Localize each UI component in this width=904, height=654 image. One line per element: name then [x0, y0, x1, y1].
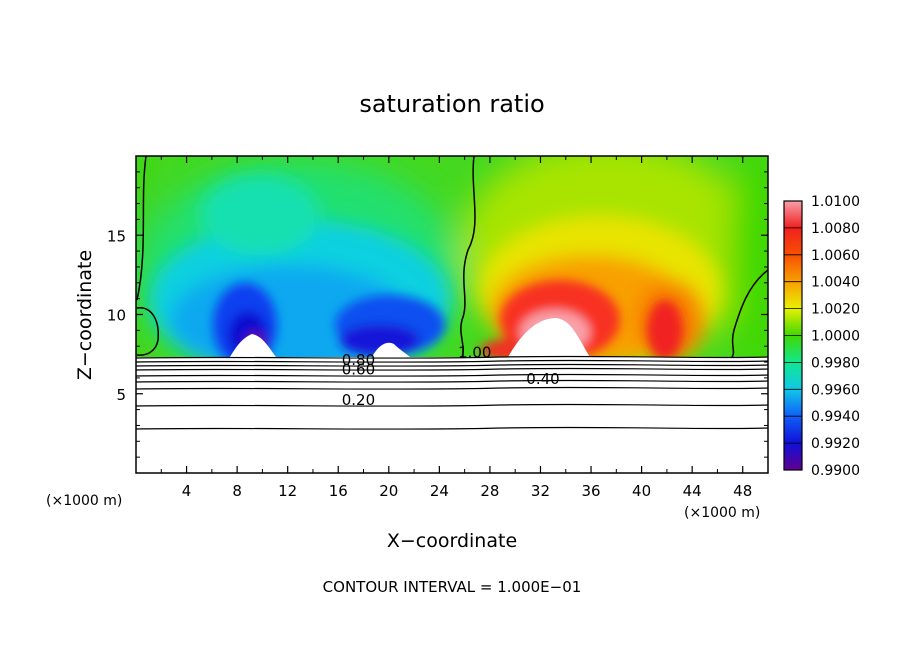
- x-tick-label: 48: [733, 482, 752, 500]
- heatmap-field: [136, 156, 768, 357]
- x-tick-label: 4: [182, 482, 192, 500]
- contour-line: [135, 367, 769, 371]
- white-patch-right: [508, 318, 590, 357]
- chart-title: saturation ratio: [359, 90, 544, 118]
- y-tick-label: 5: [116, 386, 126, 404]
- contour-line: [135, 426, 769, 430]
- contour-line: [135, 373, 769, 377]
- contour-interval-note: CONTOUR INTERVAL = 1.000E−01: [323, 578, 582, 596]
- contour-line: [135, 359, 769, 363]
- y-tick-label: 15: [107, 227, 126, 245]
- x-tick-label: 40: [632, 482, 651, 500]
- contour-1-00-left-loop: [136, 307, 159, 356]
- colorbar-label: 1.0060: [811, 248, 860, 264]
- y-tick-label: 10: [107, 307, 126, 325]
- y-axis-ticks: 5 10 15: [107, 171, 768, 458]
- contour-1-00-left: [136, 156, 147, 301]
- x-tick-label: 8: [232, 482, 242, 500]
- deep-blue-mid: [340, 324, 420, 356]
- x-tick-label: 32: [531, 482, 550, 500]
- colorbar-label: 0.9920: [811, 436, 860, 452]
- y-axis-label: Z−coordinate: [74, 250, 96, 380]
- x-tick-label: 24: [430, 482, 449, 500]
- colorbar-labels: 1.0100 1.0080 1.0060 1.0040 1.0020 1.0000 0.99…: [784, 194, 860, 479]
- white-patch-left: [230, 334, 276, 357]
- x-tick-label: 16: [329, 482, 348, 500]
- x-unit-left: (×1000 m): [46, 493, 122, 509]
- contour-line: [135, 379, 769, 383]
- colorbar-label: 0.9940: [811, 409, 860, 425]
- terrain-contours: [135, 355, 769, 430]
- x-tick-label: 28: [480, 482, 499, 500]
- colorbar-label: 1.0040: [811, 275, 860, 291]
- colorbar: 1.0100 1.0080 1.0060 1.0040 1.0020 1.0000 0.99…: [783, 194, 860, 479]
- colorbar-label: 1.0000: [811, 329, 860, 345]
- teal-region-top: [200, 175, 320, 255]
- colorbar-label: 1.0020: [811, 302, 860, 318]
- x-axis-ticks: 4 8 12 16 20 24 28 32 36 40 44 48: [160, 156, 752, 500]
- contour-labels: 1.00 0.800.60 0.40 0.20: [342, 343, 560, 409]
- contour-label: 1.00: [458, 343, 491, 361]
- colorbar-label: 0.9980: [811, 355, 860, 371]
- contour-line: [135, 403, 769, 407]
- terrain-mask: [136, 357, 768, 473]
- contour-line: [135, 363, 769, 367]
- colorbar-label: 0.9960: [811, 382, 860, 398]
- red-lobe-right: [647, 300, 683, 357]
- x-axis-label: X−coordinate: [387, 530, 517, 552]
- contour-label: 0.60: [342, 361, 375, 379]
- contour-line: [135, 386, 769, 390]
- contour-label: 0.20: [342, 391, 375, 409]
- contour-line: [135, 355, 769, 359]
- contour-label: 0.40: [526, 370, 559, 388]
- colorbar-label: 1.0080: [811, 221, 860, 237]
- contour-1-00-center: [460, 156, 476, 357]
- contour-label: 0.80: [342, 351, 375, 369]
- colorbar-label: 1.0100: [811, 194, 860, 210]
- x-tick-label: 36: [581, 482, 600, 500]
- x-tick-label: 20: [379, 482, 398, 500]
- x-tick-label: 12: [278, 482, 297, 500]
- x-tick-label: 44: [683, 482, 702, 500]
- right-edge-green: [730, 156, 768, 357]
- colorbar-label: 0.9900: [811, 463, 860, 479]
- white-patch-mid: [372, 342, 410, 357]
- x-unit-right: (×1000 m): [684, 505, 760, 521]
- contour-1-00-right: [731, 269, 768, 357]
